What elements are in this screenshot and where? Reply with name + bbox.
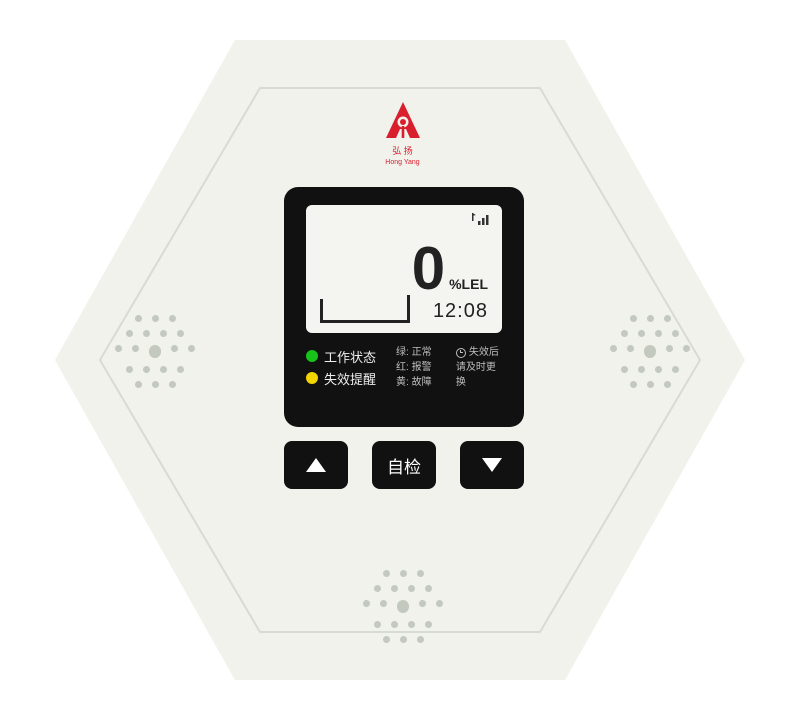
working-status-label: 工作状态 [324, 347, 376, 366]
self-test-button[interactable]: 自检 [372, 441, 436, 489]
expiry-status-led-icon [306, 372, 318, 384]
speaker-grid-bottom [363, 570, 443, 651]
up-button[interactable] [284, 441, 348, 489]
expiry-status-row: 失效提醒 [306, 367, 384, 389]
level-indicator-icon [320, 299, 410, 323]
color-legend: 绿: 正常 红: 报警 黄: 故障 [396, 345, 444, 390]
lcd-screen: 0 %LEL 12:08 [306, 205, 502, 333]
expiry-warning-line2: 请及时更换 [456, 360, 502, 390]
status-area: 工作状态 失效提醒 绿: 正常 红: 报警 黄: 故障 失效后 [306, 345, 502, 390]
working-status-led-icon [306, 350, 318, 362]
clock-icon [456, 348, 466, 358]
expiry-status-label: 失效提醒 [324, 369, 376, 388]
brand-name-en: Hong Yang [375, 159, 430, 167]
speaker-grid-left [115, 315, 195, 396]
gas-detector-device: 弘 扬 Hong Yang 0 %LEL [35, 15, 765, 705]
legend-red: 红: 报警 [396, 360, 444, 375]
working-status-row: 工作状态 [306, 345, 384, 367]
button-row: 自检 [284, 441, 524, 489]
legend-yellow: 黄: 故障 [396, 375, 444, 390]
self-test-label: 自检 [387, 453, 421, 478]
expiry-warning-line1: 失效后 [469, 345, 499, 360]
expiry-warning: 失效后 请及时更换 [456, 345, 502, 390]
down-button[interactable] [460, 441, 524, 489]
gas-reading-unit: %LEL [449, 276, 488, 292]
gas-reading-value: 0 [412, 239, 445, 299]
triangle-down-icon [482, 458, 502, 472]
signal-icon [472, 213, 490, 228]
gas-reading: 0 %LEL [412, 239, 488, 299]
triangle-up-icon [306, 458, 326, 472]
clock-display: 12:08 [433, 300, 488, 323]
brand-name-cn: 弘 扬 [375, 147, 430, 157]
legend-green: 绿: 正常 [396, 345, 444, 360]
brand-logo: 弘 扬 Hong Yang [375, 100, 430, 167]
speaker-grid-right [610, 315, 690, 396]
brand-logo-icon [380, 100, 426, 140]
display-panel: 0 %LEL 12:08 工作状态 失效提醒 [284, 187, 524, 427]
